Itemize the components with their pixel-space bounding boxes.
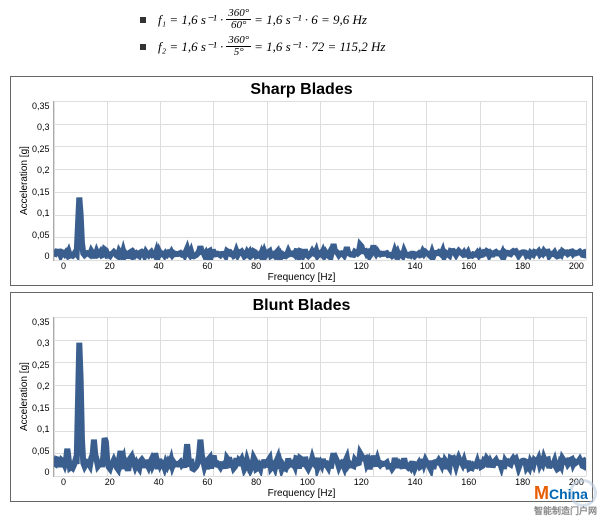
- f1-lhs: f₁ = 1,6 s⁻¹ ·: [158, 12, 223, 28]
- formula-f2: f₂ = 1,6 s⁻¹ · 360° 5° = 1,6 s⁻¹ · 72 = …: [140, 35, 603, 58]
- watermark: MChina 智能制造门户网: [534, 483, 597, 517]
- y-axis-ticks: 0,350,30,250,20,150,10,050: [32, 317, 53, 477]
- x-axis-label: Frequency [Hz]: [17, 488, 586, 499]
- watermark-text: China: [549, 486, 588, 502]
- f2-fraction: 360° 5°: [226, 35, 251, 58]
- x-axis-ticks: 020406080100120140160180200: [61, 261, 584, 271]
- formula-f1: f₁ = 1,6 s⁻¹ · 360° 60° = 1,6 s⁻¹ · 6 = …: [140, 8, 603, 31]
- x-axis-ticks: 020406080100120140160180200: [61, 477, 584, 487]
- x-axis-label: Frequency [Hz]: [17, 272, 586, 283]
- chart-blunt-blades: Blunt Blades Acceleration [g] 0,350,30,2…: [10, 292, 593, 502]
- y-axis-label: Acceleration [g]: [17, 101, 32, 261]
- watermark-m: M: [534, 483, 549, 503]
- chart-title: Sharp Blades: [17, 81, 586, 99]
- f2-rhs: = 1,6 s⁻¹ · 72 = 115,2 Hz: [254, 39, 385, 55]
- chart-title: Blunt Blades: [17, 297, 586, 315]
- formula-block: f₁ = 1,6 s⁻¹ · 360° 60° = 1,6 s⁻¹ · 6 = …: [0, 0, 603, 72]
- f2-lhs: f₂ = 1,6 s⁻¹ ·: [158, 39, 223, 55]
- y-axis-ticks: 0,350,30,250,20,150,10,050: [32, 101, 53, 261]
- f1-fraction: 360° 60°: [226, 8, 251, 31]
- bullet-icon: [140, 44, 146, 50]
- bullet-icon: [140, 17, 146, 23]
- plot-area: [53, 101, 586, 261]
- watermark-sub: 智能制造门户网: [534, 504, 597, 517]
- f1-rhs: = 1,6 s⁻¹ · 6 = 9,6 Hz: [254, 12, 367, 28]
- y-axis-label: Acceleration [g]: [17, 317, 32, 477]
- chart-sharp-blades: Sharp Blades Acceleration [g] 0,350,30,2…: [10, 76, 593, 286]
- plot-area: [53, 317, 586, 477]
